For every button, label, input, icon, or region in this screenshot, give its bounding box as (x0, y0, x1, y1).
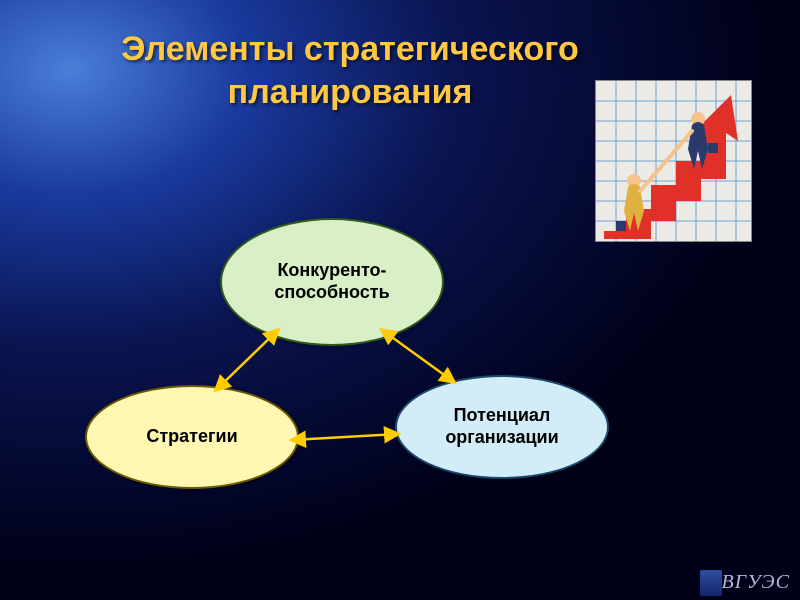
slide-root: Элементы стратегического планирования (0, 0, 800, 600)
node-strategies: Стратегии (85, 385, 299, 489)
node-potential: Потенциал организации (395, 375, 609, 479)
node-competitiveness: Конкуренто- способность (220, 218, 444, 346)
watermark-text: ВГУЭС (722, 571, 791, 594)
watermark-logo-icon (700, 570, 722, 596)
clipart-growth (595, 80, 752, 242)
slide-title: Элементы стратегического планирования (90, 28, 610, 113)
